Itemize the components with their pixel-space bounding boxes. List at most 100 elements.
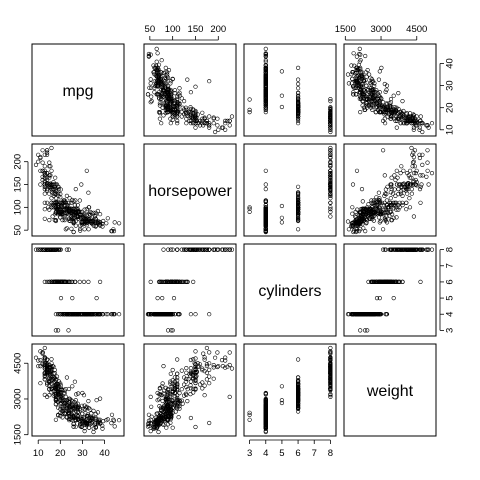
data-point	[263, 199, 268, 204]
data-point	[328, 375, 333, 380]
data-point	[213, 247, 218, 252]
data-point	[175, 393, 180, 398]
points-mpg-vs-weight	[345, 46, 435, 135]
data-point	[413, 121, 419, 126]
data-point	[94, 296, 99, 301]
data-point	[42, 187, 47, 192]
tick-label: 6	[445, 279, 456, 284]
data-point	[149, 98, 154, 104]
data-point	[396, 247, 401, 252]
data-point	[157, 103, 162, 108]
data-point	[40, 177, 45, 183]
data-point	[176, 279, 181, 285]
data-point	[193, 378, 198, 383]
data-point	[70, 296, 75, 301]
data-point	[328, 145, 333, 151]
data-point	[227, 394, 232, 400]
data-point	[417, 187, 423, 192]
data-point	[364, 103, 369, 108]
data-point	[182, 375, 187, 380]
data-point	[42, 171, 47, 176]
data-point	[42, 364, 47, 369]
data-point	[51, 180, 56, 185]
data-point	[163, 81, 168, 86]
data-point	[211, 115, 216, 120]
data-point	[185, 387, 190, 392]
data-point	[363, 328, 368, 333]
data-point	[72, 212, 77, 217]
data-point	[158, 421, 163, 426]
data-point	[380, 279, 385, 285]
data-point	[398, 171, 403, 176]
data-point	[401, 168, 406, 173]
data-point	[100, 224, 105, 229]
data-point	[361, 218, 366, 224]
data-point	[390, 212, 395, 217]
data-point	[78, 212, 83, 217]
data-point	[328, 164, 333, 169]
data-point	[220, 364, 225, 369]
points-cylinders-vs-horsepower	[145, 247, 235, 333]
data-point	[406, 173, 411, 178]
data-point	[56, 209, 61, 214]
data-point	[67, 312, 72, 317]
variable-label-weight: weight	[366, 383, 414, 400]
data-point	[38, 358, 43, 363]
data-point	[328, 386, 333, 392]
data-point	[168, 312, 173, 317]
data-point	[350, 211, 355, 216]
data-point	[89, 210, 94, 215]
data-point	[279, 93, 285, 98]
data-point	[36, 159, 41, 164]
data-point	[49, 203, 54, 208]
data-point	[400, 279, 405, 285]
data-point	[328, 187, 333, 193]
tick-label: 7	[445, 263, 456, 268]
variable-label-mpg: mpg	[62, 83, 93, 100]
data-point	[53, 328, 59, 333]
data-point	[345, 72, 351, 77]
data-point	[296, 112, 301, 117]
data-point	[411, 159, 416, 164]
data-point	[42, 152, 47, 157]
data-point	[184, 392, 189, 398]
data-point	[247, 107, 252, 112]
data-point	[193, 387, 198, 392]
data-point	[370, 214, 375, 219]
tick-label: 30	[445, 80, 456, 91]
data-point	[202, 116, 207, 121]
data-point	[351, 92, 356, 97]
data-point	[47, 386, 52, 391]
data-point	[170, 425, 175, 430]
data-point	[417, 155, 423, 161]
data-point	[400, 247, 405, 252]
data-point	[51, 279, 56, 285]
variable-label-cylinders: cylinders	[258, 283, 321, 300]
data-point	[44, 357, 50, 362]
data-point	[414, 183, 419, 188]
data-point	[172, 112, 177, 117]
data-point	[95, 312, 100, 317]
data-point	[350, 84, 356, 89]
data-point	[49, 145, 54, 151]
data-point	[193, 84, 198, 89]
data-point	[350, 69, 355, 75]
data-point	[191, 386, 196, 391]
data-point	[163, 65, 168, 70]
data-point	[398, 109, 403, 114]
panel-weight-vs-cylinders	[243, 343, 337, 437]
data-point	[36, 364, 41, 369]
data-point	[263, 420, 268, 426]
data-point	[202, 357, 207, 362]
data-point	[227, 350, 232, 355]
data-point	[406, 187, 411, 192]
data-point	[77, 279, 82, 285]
data-point	[175, 357, 180, 362]
data-point	[93, 411, 98, 417]
data-point	[33, 162, 39, 167]
data-point	[296, 213, 301, 219]
data-point	[404, 121, 409, 126]
data-point	[105, 216, 110, 221]
data-point	[91, 408, 96, 414]
